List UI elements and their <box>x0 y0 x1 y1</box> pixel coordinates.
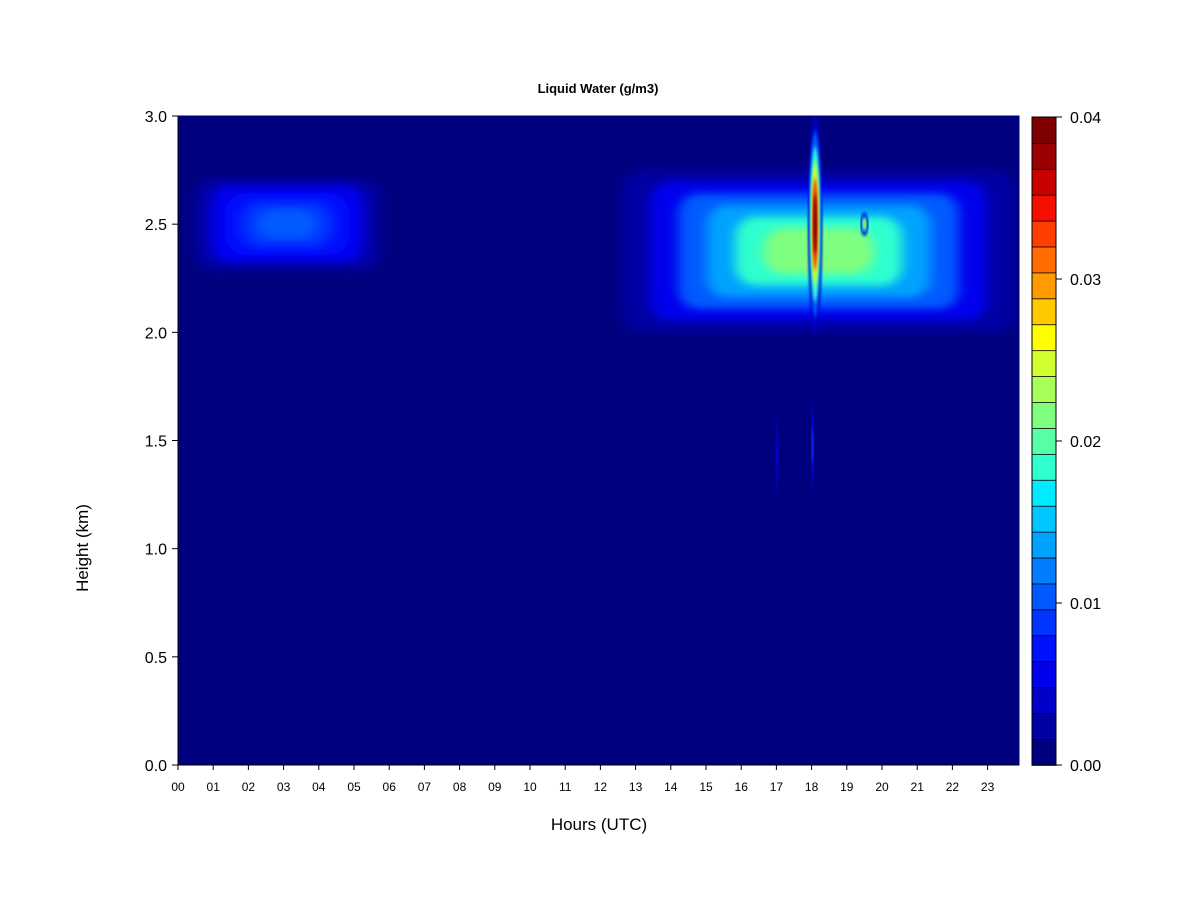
colorbar-swatch <box>1031 557 1057 585</box>
x-tick-label: 02 <box>242 780 256 794</box>
x-tick-label: 04 <box>312 780 326 794</box>
colorbar-swatch <box>1031 116 1057 144</box>
x-tick-label: 21 <box>911 780 925 794</box>
x-axis-label: Hours (UTC) <box>551 815 647 834</box>
x-tick-label: 10 <box>523 780 537 794</box>
colorbar-swatch <box>1031 635 1057 663</box>
y-tick-label: 0.0 <box>145 758 167 775</box>
colorbar-swatch <box>1031 401 1057 429</box>
x-tick-label: 13 <box>629 780 643 794</box>
cloud-feature <box>808 116 823 333</box>
colorbar-swatch <box>1031 220 1057 248</box>
y-tick-label: 1.5 <box>145 434 167 451</box>
colorbar-swatch <box>1031 583 1057 611</box>
x-tick-label: 17 <box>770 780 784 794</box>
colorbar-swatch <box>1031 531 1057 559</box>
colorbar-swatch <box>1031 427 1057 455</box>
colorbar-swatch <box>1031 453 1057 481</box>
x-tick-label: 11 <box>559 780 572 794</box>
x-tick-label: 01 <box>207 780 221 794</box>
chart-title: Liquid Water (g/m3) <box>538 81 659 96</box>
x-tick-label: 08 <box>453 780 467 794</box>
colorbar: 0.00 0.01 0.02 0.03 0.04 <box>1031 110 1101 775</box>
x-tick-label: 07 <box>418 780 432 794</box>
colorbar-swatch <box>1031 142 1057 170</box>
x-axis: 00 01 02 03 04 05 06 07 08 09 10 11 12 13 14 15 16 17 18 19… <box>171 764 1019 794</box>
colorbar-tick-label: 0.02 <box>1070 434 1101 451</box>
plot-area <box>178 116 1019 765</box>
colorbar-swatch <box>1031 660 1057 689</box>
x-tick-label: 15 <box>699 780 713 794</box>
cloud-feature <box>178 170 397 279</box>
y-tick-label: 2.5 <box>145 217 167 234</box>
colorbar-swatch <box>1031 349 1057 377</box>
y-tick-label: 3.0 <box>145 109 167 126</box>
y-tick-label: 0.5 <box>145 650 167 667</box>
x-tick-label: 22 <box>946 780 960 794</box>
colorbar-swatch <box>1031 168 1057 196</box>
y-axis-label: Height (km) <box>73 504 92 592</box>
colorbar-swatch <box>1031 505 1057 533</box>
colorbar-tick-label: 0.00 <box>1070 758 1101 775</box>
colorbar-swatch <box>1031 712 1057 740</box>
x-tick-label: 19 <box>840 780 854 794</box>
y-tick-label: 1.0 <box>145 542 167 559</box>
cloud-feature <box>775 386 778 528</box>
colorbar-swatch <box>1031 375 1057 403</box>
colorbar-swatch <box>1031 298 1057 326</box>
colorbar-swatch <box>1031 194 1057 222</box>
x-tick-label: 16 <box>735 780 749 794</box>
x-tick-label: 09 <box>488 780 502 794</box>
y-axis: 0.0 0.5 1.0 1.5 2.0 2.5 3.0 <box>145 109 179 775</box>
x-tick-label: 20 <box>875 780 889 794</box>
colorbar-tick-label: 0.03 <box>1070 272 1101 289</box>
colorbar-tick-label: 0.04 <box>1070 110 1101 127</box>
cloud-feature <box>811 386 814 506</box>
colorbar-swatch <box>1031 686 1057 714</box>
colorbar-tick-label: 0.01 <box>1070 596 1101 613</box>
x-tick-label: 03 <box>277 780 291 794</box>
colorbar-swatch <box>1031 609 1057 637</box>
x-tick-label: 12 <box>594 780 608 794</box>
colorbar-swatch <box>1031 738 1057 766</box>
cloud-features <box>178 116 1016 528</box>
colorbar-swatch <box>1031 246 1057 274</box>
colorbar-swatch <box>1031 323 1057 352</box>
x-tick-label: 14 <box>664 780 678 794</box>
x-tick-label: 23 <box>981 780 995 794</box>
x-tick-label: 05 <box>347 780 361 794</box>
x-tick-label: 18 <box>805 780 819 794</box>
x-tick-label: 06 <box>383 780 397 794</box>
y-tick-label: 2.0 <box>145 325 167 342</box>
cloud-feature <box>860 213 868 235</box>
x-tick-label: 00 <box>171 780 185 794</box>
colorbar-swatch <box>1031 272 1057 300</box>
colorbar-swatch <box>1031 479 1057 507</box>
